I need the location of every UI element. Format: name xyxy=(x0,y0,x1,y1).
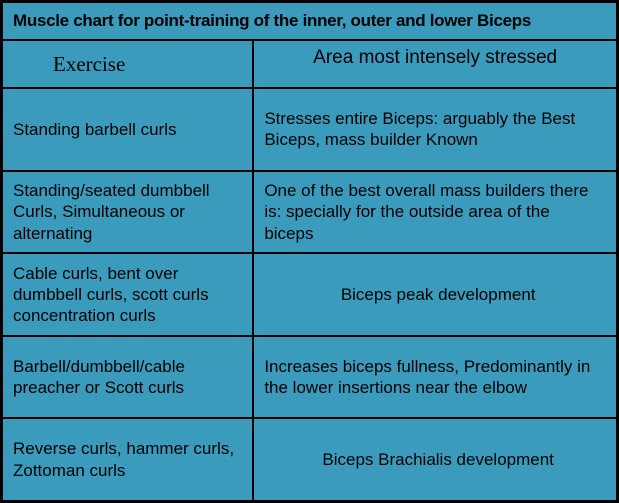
column-header-exercise: Exercise xyxy=(3,41,254,87)
area-cell: Biceps peak development xyxy=(254,254,616,335)
exercise-cell: Cable curls, bent over dumbbell curls, s… xyxy=(3,254,254,335)
muscle-chart-table: Muscle chart for point-training of the i… xyxy=(0,0,619,503)
table-row: Cable curls, bent over dumbbell curls, s… xyxy=(3,254,616,337)
area-cell: Stresses entire Biceps: arguably the Bes… xyxy=(254,89,616,170)
chart-title: Muscle chart for point-training of the i… xyxy=(3,3,616,41)
table-row: Barbell/dumbbell/cable preacher or Scott… xyxy=(3,337,616,420)
table-row: Standing barbell curls Stresses entire B… xyxy=(3,89,616,172)
exercise-cell: Reverse curls, hammer curls, Zottoman cu… xyxy=(3,419,254,500)
exercise-cell: Standing/seated dumbbell Curls, Simultan… xyxy=(3,172,254,253)
exercise-cell: Barbell/dumbbell/cable preacher or Scott… xyxy=(3,337,254,418)
exercise-cell: Standing barbell curls xyxy=(3,89,254,170)
area-cell: One of the best overall mass builders th… xyxy=(254,172,616,253)
table-row: Standing/seated dumbbell Curls, Simultan… xyxy=(3,172,616,255)
area-cell: Biceps Brachialis development xyxy=(254,419,616,500)
area-cell: Increases biceps fullness, Predominantly… xyxy=(254,337,616,418)
table-row: Reverse curls, hammer curls, Zottoman cu… xyxy=(3,419,616,500)
column-header-area: Area most intensely stressed xyxy=(254,41,616,87)
table-header-row: Exercise Area most intensely stressed xyxy=(3,41,616,89)
